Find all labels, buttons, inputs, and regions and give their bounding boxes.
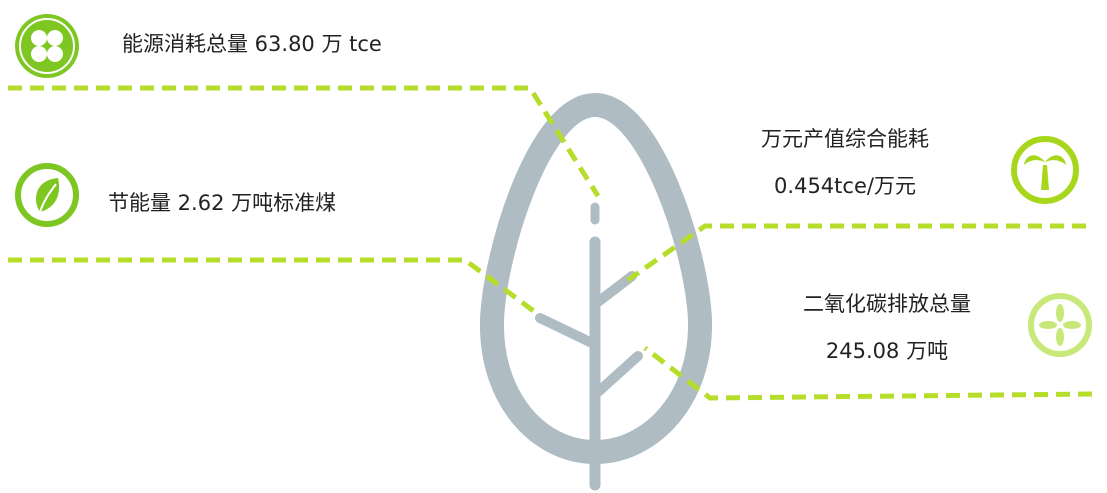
connector <box>643 346 1093 401</box>
palm-icon <box>1011 136 1079 204</box>
connector <box>8 257 537 315</box>
item-value: 0.454tce/万元 <box>774 174 916 198</box>
item-label: 节能量 2.62 万吨标准煤 <box>108 191 336 215</box>
branch <box>535 313 597 348</box>
branch <box>593 271 637 307</box>
item-title: 万元产值综合能耗 <box>761 127 929 151</box>
item-title: 二氧化碳排放总量 <box>803 292 971 316</box>
leaf-icon <box>15 163 79 227</box>
item-value: 245.08 万吨 <box>826 339 948 363</box>
item-label: 能源消耗总量 63.80 万 tce <box>122 32 382 56</box>
connector <box>626 223 1086 283</box>
clover-icon <box>15 14 79 78</box>
branch <box>593 351 643 397</box>
flower-icon <box>1028 293 1092 357</box>
connector <box>8 85 601 198</box>
